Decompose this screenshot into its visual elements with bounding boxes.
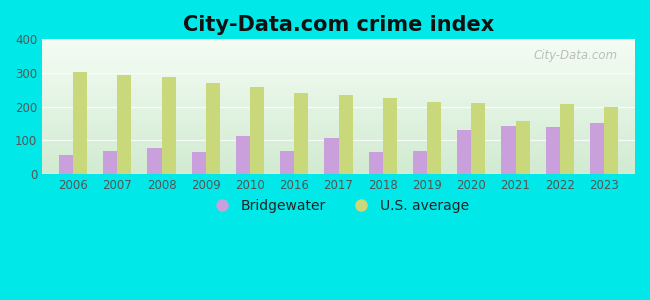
Bar [369,152,383,174]
Bar [339,95,353,174]
Bar [162,77,176,174]
Bar [413,151,427,174]
Bar [427,102,441,174]
Bar [501,126,515,174]
Bar [118,75,131,174]
Bar [59,155,73,174]
Bar [103,151,118,174]
Bar [148,148,162,174]
Bar [73,72,87,174]
Bar [560,104,574,174]
Bar [604,107,618,174]
Bar [383,98,397,174]
Bar [471,103,486,174]
Bar [324,138,339,174]
Bar [192,152,206,174]
Title: City-Data.com crime index: City-Data.com crime index [183,15,494,35]
Bar [250,87,264,174]
Bar [236,136,250,174]
Text: City-Data.com: City-Data.com [533,49,618,62]
Bar [590,123,604,174]
Bar [294,93,309,174]
Legend: Bridgewater, U.S. average: Bridgewater, U.S. average [202,193,475,218]
Bar [545,127,560,174]
Bar [206,83,220,174]
Bar [457,130,471,174]
Bar [515,121,530,174]
Bar [280,151,294,174]
